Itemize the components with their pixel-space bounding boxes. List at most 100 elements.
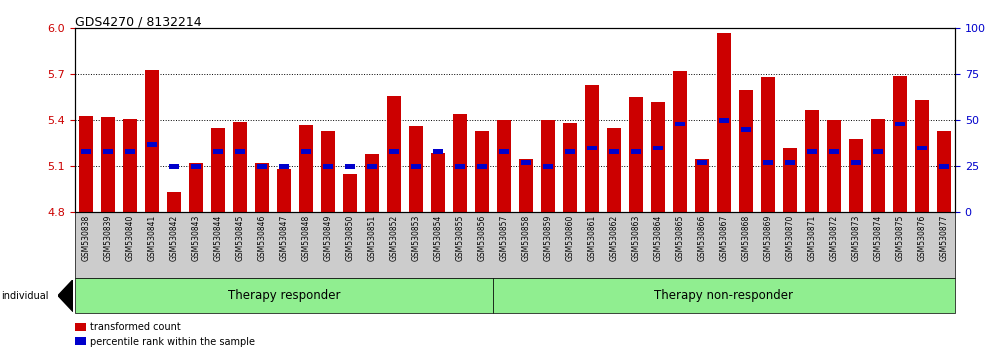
Text: GSM530866: GSM530866 bbox=[698, 215, 706, 261]
Bar bbox=[235, 149, 245, 154]
Bar bbox=[279, 164, 289, 169]
Bar bbox=[697, 160, 707, 165]
Text: GSM530849: GSM530849 bbox=[324, 215, 332, 261]
Text: GSM530838: GSM530838 bbox=[82, 215, 90, 261]
Bar bbox=[587, 146, 597, 150]
Text: GSM530853: GSM530853 bbox=[412, 215, 420, 261]
Bar bbox=[277, 170, 291, 212]
Bar bbox=[345, 164, 355, 169]
Text: GSM530846: GSM530846 bbox=[258, 215, 266, 261]
Bar bbox=[521, 160, 531, 165]
Text: GSM530839: GSM530839 bbox=[104, 215, 112, 261]
Text: GSM530857: GSM530857 bbox=[500, 215, 509, 261]
Bar bbox=[785, 160, 795, 165]
Bar bbox=[895, 122, 905, 126]
Bar bbox=[255, 163, 269, 212]
Bar bbox=[675, 122, 685, 126]
Bar bbox=[499, 149, 509, 154]
Text: GSM530875: GSM530875 bbox=[896, 215, 904, 261]
Text: GSM530855: GSM530855 bbox=[456, 215, 464, 261]
Bar bbox=[609, 149, 619, 154]
Bar bbox=[431, 153, 445, 212]
Text: GSM530850: GSM530850 bbox=[346, 215, 354, 261]
Bar bbox=[497, 120, 511, 212]
Bar bbox=[565, 149, 575, 154]
Bar bbox=[695, 159, 709, 212]
Bar bbox=[389, 149, 399, 154]
Bar bbox=[827, 120, 841, 212]
Text: GSM530860: GSM530860 bbox=[566, 215, 574, 261]
Bar bbox=[477, 164, 487, 169]
Text: GSM530851: GSM530851 bbox=[368, 215, 376, 261]
Bar bbox=[763, 160, 773, 165]
Bar bbox=[189, 163, 203, 212]
Bar bbox=[653, 146, 663, 150]
Bar bbox=[805, 110, 819, 212]
Bar bbox=[323, 164, 333, 169]
Bar bbox=[541, 120, 555, 212]
Text: GSM530872: GSM530872 bbox=[830, 215, 838, 261]
Bar bbox=[301, 149, 311, 154]
Bar bbox=[829, 149, 839, 154]
Text: GSM530840: GSM530840 bbox=[126, 215, 134, 261]
Bar bbox=[717, 33, 731, 212]
Bar bbox=[125, 149, 135, 154]
Bar bbox=[917, 146, 927, 150]
Bar bbox=[783, 148, 797, 212]
Bar bbox=[453, 114, 467, 212]
Bar bbox=[719, 118, 729, 123]
Text: GSM530858: GSM530858 bbox=[522, 215, 530, 261]
Bar bbox=[147, 142, 157, 147]
Bar bbox=[101, 117, 115, 212]
Bar bbox=[233, 122, 247, 212]
Text: GSM530861: GSM530861 bbox=[588, 215, 596, 261]
Bar bbox=[167, 193, 181, 212]
Bar bbox=[367, 164, 377, 169]
Bar bbox=[299, 125, 313, 212]
Text: Therapy responder: Therapy responder bbox=[228, 289, 340, 302]
Bar bbox=[81, 149, 91, 154]
Text: GSM530852: GSM530852 bbox=[390, 215, 398, 261]
Bar bbox=[365, 154, 379, 212]
Text: Therapy non-responder: Therapy non-responder bbox=[654, 289, 794, 302]
Bar bbox=[739, 90, 753, 212]
Text: GSM530864: GSM530864 bbox=[654, 215, 662, 261]
Bar bbox=[257, 164, 267, 169]
Bar bbox=[321, 131, 335, 212]
Bar bbox=[761, 78, 775, 212]
Text: transformed count: transformed count bbox=[90, 322, 181, 332]
Bar bbox=[433, 149, 443, 154]
Bar bbox=[475, 131, 489, 212]
Bar bbox=[607, 128, 621, 212]
Text: GSM530842: GSM530842 bbox=[170, 215, 178, 261]
Bar bbox=[741, 127, 751, 132]
Text: GSM530844: GSM530844 bbox=[214, 215, 222, 261]
Bar bbox=[343, 174, 357, 212]
Bar bbox=[939, 164, 949, 169]
Bar bbox=[851, 160, 861, 165]
Text: GSM530845: GSM530845 bbox=[236, 215, 244, 261]
Bar bbox=[123, 119, 137, 212]
Bar bbox=[409, 126, 423, 212]
Text: GDS4270 / 8132214: GDS4270 / 8132214 bbox=[75, 16, 202, 29]
Text: GSM530874: GSM530874 bbox=[874, 215, 883, 261]
Bar bbox=[915, 101, 929, 212]
Text: individual: individual bbox=[1, 291, 48, 301]
Text: GSM530848: GSM530848 bbox=[302, 215, 310, 261]
Text: GSM530871: GSM530871 bbox=[808, 215, 816, 261]
Bar bbox=[455, 164, 465, 169]
Bar bbox=[169, 164, 179, 169]
Text: GSM530869: GSM530869 bbox=[764, 215, 772, 261]
Bar bbox=[873, 149, 883, 154]
Text: GSM530854: GSM530854 bbox=[434, 215, 442, 261]
Text: GSM530847: GSM530847 bbox=[280, 215, 288, 261]
Text: GSM530870: GSM530870 bbox=[786, 215, 794, 261]
Text: GSM530863: GSM530863 bbox=[632, 215, 640, 261]
Polygon shape bbox=[58, 280, 73, 312]
Bar bbox=[585, 85, 599, 212]
Text: GSM530859: GSM530859 bbox=[544, 215, 552, 261]
Bar bbox=[213, 149, 223, 154]
Bar bbox=[849, 139, 863, 212]
Text: GSM530877: GSM530877 bbox=[940, 215, 948, 261]
Bar bbox=[103, 149, 113, 154]
